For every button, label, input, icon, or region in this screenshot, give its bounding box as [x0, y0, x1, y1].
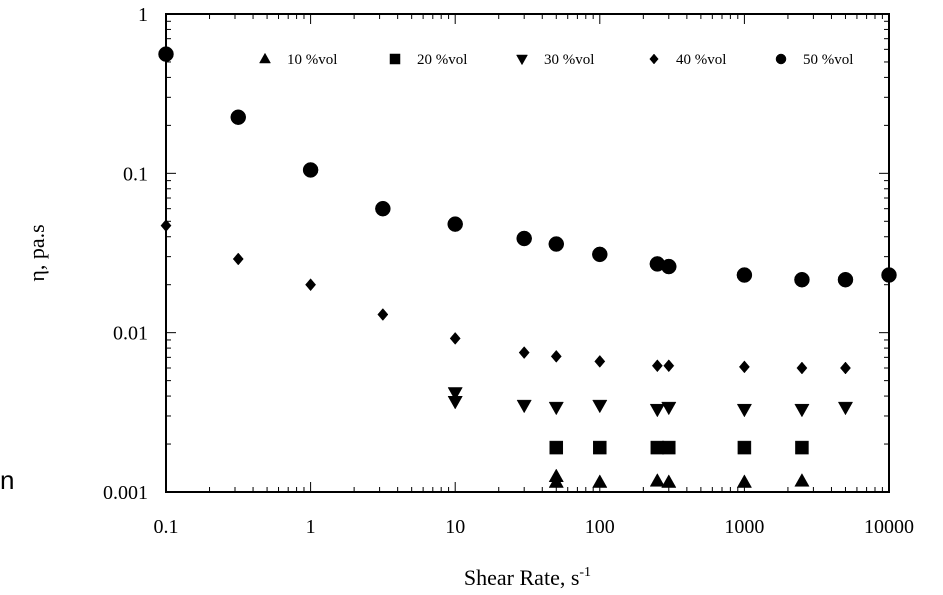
- y-axis-title: η, pa.s: [24, 224, 49, 281]
- y-tick-label: 0.01: [113, 323, 148, 345]
- data-point: [881, 267, 897, 283]
- data-point: [594, 355, 606, 368]
- data-point: [158, 46, 174, 62]
- x-axis-title-main: Shear Rate, s: [464, 565, 579, 590]
- data-point: [302, 162, 319, 178]
- data-point: [649, 403, 665, 418]
- data-point: [663, 359, 675, 373]
- data-point: [794, 473, 810, 487]
- data-point: [549, 440, 564, 455]
- data-point: [375, 200, 391, 217]
- legend-marker: [259, 52, 271, 64]
- axis-ticks: [165, 14, 889, 493]
- data-point: [649, 473, 665, 487]
- data-point: [305, 278, 317, 292]
- data-point: [737, 440, 752, 455]
- data-point: [548, 236, 565, 252]
- data-point: [377, 308, 389, 321]
- legend-label: 20 %vol: [417, 52, 467, 68]
- data-point: [837, 271, 854, 288]
- x-tick-label: 1000: [724, 516, 764, 538]
- data-point: [550, 349, 562, 363]
- legend-label: 10 %vol: [287, 52, 337, 68]
- x-tick-label: 0.1: [154, 516, 179, 538]
- series-4: [160, 219, 851, 375]
- y-tick-label: 0.1: [123, 163, 148, 185]
- data-point: [840, 361, 851, 375]
- data-points: [158, 46, 897, 488]
- data-point: [650, 440, 665, 455]
- series-5: [158, 46, 897, 288]
- y-tick-label: 0.001: [103, 482, 148, 504]
- data-point: [516, 230, 532, 247]
- x-axis-title-superscript: -1: [579, 565, 591, 580]
- data-point: [230, 109, 247, 125]
- y-tick-label: 1: [138, 4, 148, 26]
- legend-label: 30 %vol: [544, 52, 594, 68]
- data-point: [449, 332, 461, 345]
- data-point: [794, 403, 810, 418]
- legend-marker: [516, 54, 528, 66]
- data-point: [516, 399, 532, 414]
- data-point: [661, 401, 677, 416]
- x-tick-label: 1: [306, 516, 316, 538]
- data-point: [592, 246, 608, 263]
- series-1: [548, 468, 810, 488]
- data-point: [592, 399, 608, 414]
- data-point: [736, 267, 753, 283]
- data-point: [447, 396, 463, 410]
- x-tick-label: 10: [445, 516, 465, 538]
- stray-letter: n: [0, 465, 14, 495]
- legend-label: 40 %vol: [676, 52, 726, 68]
- legend-label: 50 %vol: [803, 52, 853, 68]
- data-point: [794, 271, 810, 288]
- data-point: [160, 219, 172, 232]
- data-point: [592, 474, 608, 488]
- legend-marker: [389, 53, 401, 65]
- legend-marker: [649, 53, 659, 65]
- data-point: [518, 346, 530, 359]
- legend: 10 %vol 20 %vol 30 %vol 40 %vol 50 %vol: [259, 52, 853, 68]
- data-point: [837, 401, 854, 416]
- data-point: [232, 252, 244, 266]
- legend-marker: [775, 53, 787, 65]
- data-point: [548, 474, 564, 488]
- plot-frame: [165, 13, 890, 493]
- data-point: [736, 403, 752, 418]
- data-point: [796, 361, 808, 375]
- data-point: [447, 387, 463, 401]
- data-point: [661, 474, 677, 488]
- data-point: [662, 440, 676, 455]
- tick-labels: 0.1 1 10 100 1000 10000 0.001 0.01 0.1 1: [103, 4, 914, 538]
- data-point: [795, 440, 809, 455]
- data-point: [548, 401, 564, 416]
- series-2: [549, 440, 809, 455]
- x-tick-label: 10000: [864, 516, 914, 538]
- series-3: [447, 387, 854, 418]
- x-tick-label: 100: [585, 516, 615, 538]
- x-axis-title: Shear Rate, s-1: [464, 565, 591, 590]
- data-point: [736, 474, 752, 488]
- data-point: [593, 440, 607, 455]
- data-point: [651, 359, 663, 373]
- data-point: [447, 216, 463, 232]
- data-point: [661, 258, 677, 275]
- data-point: [738, 360, 750, 374]
